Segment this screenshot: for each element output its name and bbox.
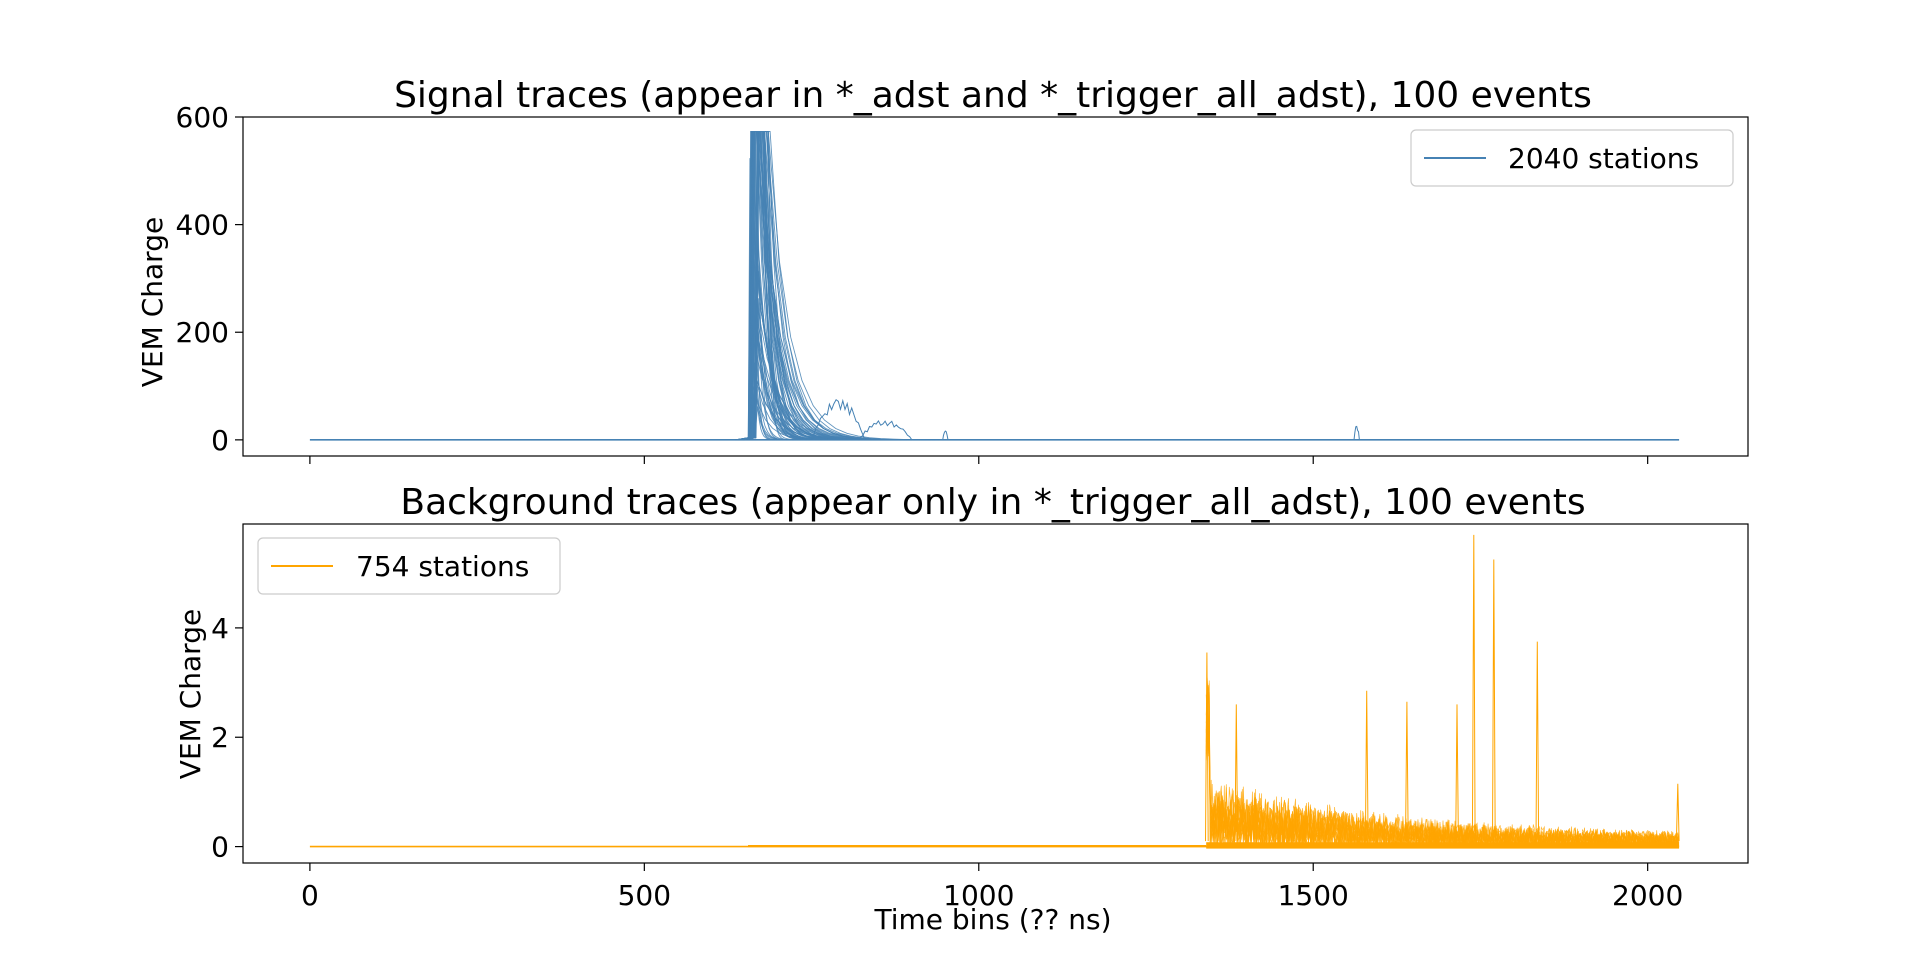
signal-y-tick-label: 400 [176, 209, 229, 242]
signal-trace [739, 350, 787, 441]
signal-bump [811, 398, 866, 441]
background-plot-area [309, 534, 1680, 849]
signal-legend: 2040 stations [1410, 129, 1734, 187]
background-x-tick-label: 0 [301, 879, 319, 912]
signal-legend-box [1410, 129, 1734, 187]
background-spike [1492, 559, 1496, 842]
signal-plot-area [309, 131, 1680, 441]
signal-bump [858, 419, 913, 441]
background-x-tick-label: 1500 [1278, 879, 1349, 912]
background-legend: 754 stations [257, 537, 561, 595]
background-y-axis-label: VEM Charge [174, 609, 207, 779]
background-spike [1471, 534, 1476, 842]
background-axes-frame [242, 523, 1749, 864]
signal-y-tick-label: 200 [176, 316, 229, 349]
signal-y-axis-label: VEM Charge [136, 217, 169, 387]
background-y-tick-label: 2 [211, 721, 229, 754]
background-x-ticks: 0 500 1000 1500 2000 [301, 863, 1683, 912]
signal-x-ticks [309, 456, 1649, 464]
background-legend-box [257, 537, 561, 595]
signal-trace [736, 131, 920, 441]
background-y-ticks: 0 2 4 [211, 612, 243, 864]
background-spike [1405, 701, 1409, 842]
signal-y-ticks: 0 200 400 600 [176, 101, 243, 457]
signal-trace [739, 186, 864, 441]
background-spike [1364, 690, 1369, 842]
background-spike [1205, 652, 1209, 842]
signal-y-tick-label: 0 [211, 424, 229, 457]
background-y-tick-label: 0 [211, 831, 229, 864]
signal-axes-frame [242, 116, 1749, 457]
background-spike [1455, 704, 1459, 842]
background-x-tick-label: 1000 [943, 879, 1014, 912]
background-noise-band [1206, 842, 1680, 849]
signal-traces-panel: Signal traces (appear in *_adst and *_tr… [136, 75, 1749, 464]
signal-bump [942, 430, 949, 440]
background-legend-label: 754 stations [356, 550, 529, 583]
background-y-tick-label: 4 [211, 612, 229, 645]
background-noise-trace [1205, 701, 1680, 848]
signal-trace [738, 299, 850, 441]
background-spike [1535, 641, 1540, 842]
signal-chart-title: Signal traces (appear in *_adst and *_tr… [394, 75, 1592, 116]
background-x-axis-label: Time bins (?? ns) [873, 903, 1111, 936]
background-traces-panel: Background traces (appear only in *_trig… [174, 482, 1749, 936]
background-x-tick-label: 2000 [1612, 879, 1683, 912]
background-spike [1234, 704, 1239, 842]
signal-legend-label: 2040 stations [1508, 142, 1699, 175]
signal-bump [1353, 425, 1360, 440]
background-chart-title: Background traces (appear only in *_trig… [400, 482, 1585, 523]
background-x-tick-label: 500 [618, 879, 671, 912]
background-noise-trace [1205, 691, 1680, 848]
signal-y-tick-label: 600 [176, 101, 229, 134]
background-spike [1675, 783, 1680, 842]
